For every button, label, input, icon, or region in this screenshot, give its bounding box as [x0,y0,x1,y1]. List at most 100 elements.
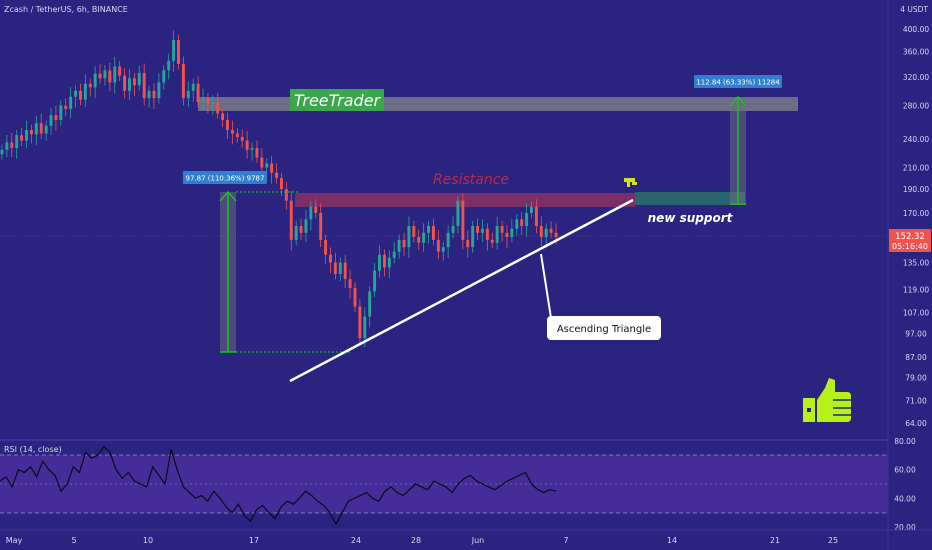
price-axis[interactable]: 400.00 360.00 320.00 280.00 240.00 210.00 190.… [903,25,929,428]
brand-label: TreeTrader [294,91,382,110]
candle-body [505,232,509,238]
time-tick-label: 5 [71,536,76,545]
candle-body [363,316,367,339]
time-tick-label: Jun [471,536,485,545]
candlestick-series [0,30,558,348]
candle-body [348,279,352,288]
price-tick-label: 97.00 [905,330,927,339]
candle-body [382,254,386,268]
candle-body [39,123,43,134]
candle-body [392,251,396,258]
candle-body [152,90,156,99]
callout-pointer [540,253,552,319]
candle-body [544,228,548,238]
price-tick-label: 64.00 [905,419,927,428]
candle-body [221,113,225,120]
candle-body [181,63,185,99]
candle-body [446,232,450,248]
candle-body [373,270,377,292]
candle-body [0,149,4,155]
time-tick-label: 10 [143,536,153,545]
candle-body [270,163,274,173]
candle-body [431,226,435,240]
time-tick-label: 25 [828,536,838,545]
candle-body [309,206,313,220]
candle-body [436,239,440,252]
candle-body [167,60,171,71]
candle-body [549,228,553,233]
candle-body [495,226,499,243]
candle-body [299,226,303,233]
candle-body [304,219,308,233]
candle-body [441,247,445,252]
candle-body [226,119,229,131]
candle-body [20,135,24,141]
candle-body [530,206,533,213]
candle-body [534,206,538,226]
candle-body [69,96,73,109]
candle-body [103,70,107,79]
candle-body [74,90,78,97]
pattern-callout-label: Ascending Triangle [557,324,651,335]
candle-body [275,172,279,179]
rsi-tick-label: 80.00 [894,437,916,446]
candle-body [343,262,347,280]
rsi-label: RSI (14, close) [4,445,62,454]
candle-body [427,226,431,233]
rsi-tick-label: 60.00 [894,466,916,475]
price-unit-label: 4 USDT [900,5,928,14]
candle-body [485,228,489,240]
brand-box [290,89,384,111]
candle-body [333,262,337,274]
candle-body [476,226,480,233]
thumbs-up-icon [803,378,851,422]
candle-body [397,239,401,252]
candle-body [294,226,298,240]
time-tick-label: May [6,536,23,545]
candle-body [5,142,9,150]
current-price-tag [889,229,931,252]
candle-body [490,239,494,243]
candle-body [353,287,357,307]
candle-body [93,73,97,88]
candle-body [402,239,406,248]
candle-body [525,212,529,226]
candle-body [127,78,131,91]
candle-body [279,178,283,190]
candle-body [108,70,112,83]
candle-body [78,90,82,100]
price-tick-label: 400.00 [903,25,929,34]
candle-body [147,90,151,99]
price-tick-label: 79.00 [905,374,927,383]
price-tick-label: 210.00 [903,164,929,173]
candle-body [98,73,102,79]
time-tick-label: 17 [249,536,259,545]
candle-body [324,239,328,255]
hammer-icon [624,178,637,187]
time-axis[interactable]: May 5 10 17 24 28 Jun 7 14 21 25 [6,536,838,545]
candle-body [118,66,122,76]
candle-body [329,254,332,263]
price-tick-label: 107.00 [903,309,929,318]
candle-body [25,130,28,141]
candle-body [10,142,14,148]
candle-body [520,219,524,226]
candle-body [206,98,210,105]
candle-body [34,123,38,135]
candle-body [29,130,33,135]
pattern-callout-box [547,316,661,340]
rsi-tick-label: 40.00 [894,494,916,503]
candle-body [338,262,342,274]
target-zone [198,97,798,111]
candle-body [49,115,53,126]
price-tick-label: 240.00 [903,135,929,144]
new-support-zone [635,192,745,205]
price-tick-label: 135.00 [903,259,929,268]
candle-body [260,157,264,168]
candle-body [132,78,136,86]
price-tick-label: 87.00 [905,353,927,362]
price-tick-label: 71.00 [905,397,927,406]
price-tick-label: 170.00 [903,209,929,218]
ascending-trendline[interactable] [289,198,634,383]
